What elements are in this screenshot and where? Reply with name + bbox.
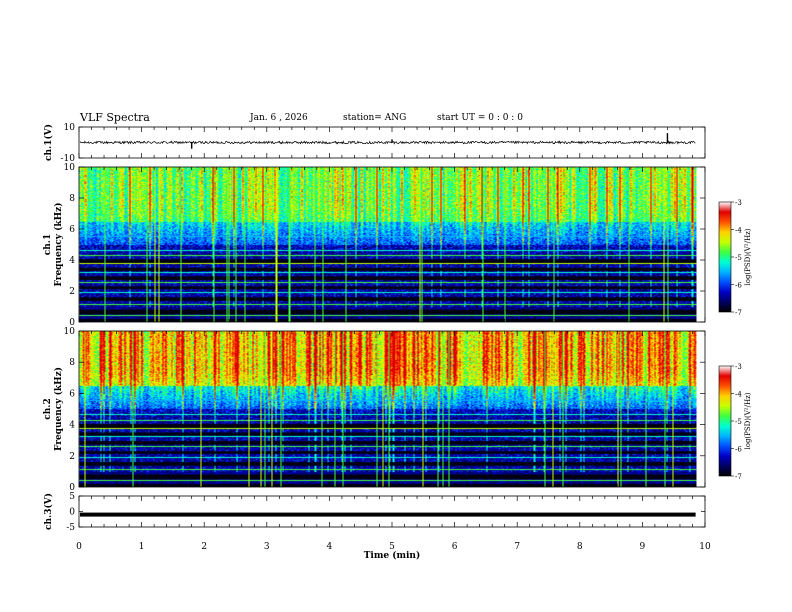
x-tick-label: 2 — [201, 542, 207, 552]
x-tick-label: 9 — [640, 542, 646, 552]
x-axis-label: Time (min) — [364, 550, 421, 561]
colorbar-tick-label: -5 — [735, 418, 742, 426]
y-axis-label: ch.2 — [43, 398, 53, 419]
y-axis-label-frequency: Frequency (kHz) — [53, 202, 64, 286]
colorbar-label: log(PSD)(V²/Hz) — [744, 228, 752, 285]
y-tick-label: 10 — [64, 163, 76, 173]
y-tick-label: 6 — [69, 389, 75, 399]
x-tick-label: 5 — [389, 542, 395, 552]
colorbar-tick-label: -4 — [735, 391, 742, 399]
colorbar-tick-label: -6 — [735, 282, 742, 290]
y-axis-label-frequency: Frequency (kHz) — [53, 367, 64, 451]
colorbar-tick-label: -4 — [735, 227, 742, 235]
colorbar-tick-label: -5 — [735, 254, 742, 262]
x-tick-label: 6 — [452, 542, 458, 552]
colorbar-tick-label: -7 — [735, 309, 742, 317]
x-tick-label: 7 — [514, 542, 520, 552]
colorbar-tick-label: -6 — [735, 446, 742, 454]
spectrogram-image — [79, 167, 697, 322]
y-tick-label: 10 — [64, 123, 76, 133]
colorbar-label: log(PSD)(V²/Hz) — [744, 392, 752, 449]
spectrogram-image — [79, 331, 697, 487]
colorbar-tick-label: -3 — [735, 363, 742, 371]
figure-date: Jan. 6 , 2026 — [250, 113, 308, 123]
y-axis-label: ch.3(V) — [43, 493, 54, 530]
colorbar-tick-label: -7 — [735, 473, 742, 481]
y-tick-label: 0 — [69, 483, 75, 493]
x-tick-label: 4 — [327, 542, 333, 552]
y-tick-label: 0 — [69, 508, 75, 518]
colorbar-tick-label: -3 — [735, 199, 742, 207]
figure-station: station= ANG — [343, 113, 407, 123]
figure-start-time: start UT = 0 : 0 : 0 — [437, 113, 523, 123]
y-axis-label: ch.1 — [43, 234, 53, 255]
colorbar — [718, 365, 732, 477]
figure-title: VLF Spectra — [80, 111, 150, 124]
waveform-trace-ch1 — [79, 140, 696, 145]
y-tick-label: 4 — [69, 421, 75, 431]
x-tick-label: 0 — [76, 542, 82, 552]
x-tick-label: 1 — [139, 542, 145, 552]
colorbar — [718, 201, 732, 313]
y-tick-label: 5 — [69, 492, 75, 502]
y-tick-label: -10 — [61, 154, 76, 164]
waveform-trace-ch3 — [80, 512, 696, 517]
y-tick-label: 10 — [64, 327, 76, 337]
y-tick-label: 8 — [69, 358, 75, 368]
y-axis-label: ch.1(V) — [43, 124, 54, 161]
y-tick-label: -5 — [66, 523, 75, 533]
x-tick-label: 8 — [577, 542, 583, 552]
y-tick-label: 2 — [69, 287, 75, 297]
x-tick-label: 10 — [699, 542, 711, 552]
y-tick-label: 0 — [69, 318, 75, 328]
y-tick-label: 8 — [69, 194, 75, 204]
y-tick-label: 6 — [69, 225, 75, 235]
y-tick-label: 2 — [69, 452, 75, 462]
y-tick-label: 4 — [69, 256, 75, 266]
x-tick-label: 3 — [264, 542, 270, 552]
